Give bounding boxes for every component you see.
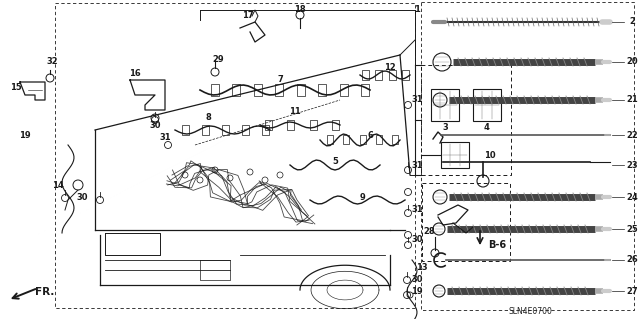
Text: 3: 3 xyxy=(442,122,448,131)
Text: 11: 11 xyxy=(289,108,301,116)
Bar xyxy=(262,125,269,135)
Text: 6: 6 xyxy=(367,130,373,139)
Bar xyxy=(473,89,501,121)
Text: 18: 18 xyxy=(294,5,306,14)
Text: 9: 9 xyxy=(359,194,365,203)
Bar xyxy=(310,120,317,130)
Bar xyxy=(265,120,272,130)
Bar xyxy=(343,135,349,144)
Text: 19: 19 xyxy=(19,130,31,139)
Text: 17: 17 xyxy=(242,11,254,20)
Text: 31: 31 xyxy=(411,205,423,214)
Bar xyxy=(375,70,382,80)
Text: 31: 31 xyxy=(411,95,423,105)
Circle shape xyxy=(227,175,233,181)
Circle shape xyxy=(262,177,268,183)
Circle shape xyxy=(182,172,188,178)
Text: 2: 2 xyxy=(629,18,635,26)
Text: 20: 20 xyxy=(626,57,638,66)
Text: 31: 31 xyxy=(159,133,171,143)
Text: 13: 13 xyxy=(416,263,428,272)
Text: 10: 10 xyxy=(484,151,496,160)
Bar xyxy=(55,3,415,308)
Text: 21: 21 xyxy=(626,95,638,105)
Text: 5: 5 xyxy=(332,158,338,167)
Text: 16: 16 xyxy=(129,69,141,78)
Bar xyxy=(211,84,219,96)
Text: 7: 7 xyxy=(277,76,283,85)
Bar xyxy=(232,84,241,96)
Bar xyxy=(340,84,348,96)
Bar xyxy=(361,84,369,96)
Text: 26: 26 xyxy=(626,256,638,264)
Bar xyxy=(441,142,469,168)
Text: 29: 29 xyxy=(212,56,224,64)
Text: 22: 22 xyxy=(626,130,638,139)
Text: 24: 24 xyxy=(626,192,638,202)
Bar xyxy=(360,135,365,144)
Bar xyxy=(275,84,284,96)
Circle shape xyxy=(197,177,203,183)
Bar xyxy=(327,135,333,144)
Text: 15: 15 xyxy=(10,84,22,93)
Bar xyxy=(362,70,369,80)
Bar xyxy=(388,70,396,80)
Bar xyxy=(242,125,249,135)
Bar xyxy=(332,120,339,130)
Text: FR.: FR. xyxy=(35,287,54,297)
Bar xyxy=(376,135,381,144)
Text: 30: 30 xyxy=(149,122,161,130)
Text: 4: 4 xyxy=(484,122,490,131)
Text: 30: 30 xyxy=(412,276,423,285)
Bar xyxy=(421,65,511,175)
Text: 12: 12 xyxy=(384,63,396,72)
Circle shape xyxy=(212,167,218,173)
Text: B-6: B-6 xyxy=(488,240,506,250)
Bar xyxy=(402,70,409,80)
Bar xyxy=(431,89,459,121)
Text: 27: 27 xyxy=(626,286,638,295)
Bar xyxy=(202,125,209,135)
Text: SLN4E0700: SLN4E0700 xyxy=(508,308,552,316)
Bar xyxy=(422,183,510,261)
Text: 30: 30 xyxy=(76,194,88,203)
Circle shape xyxy=(277,172,283,178)
Bar xyxy=(182,125,189,135)
Circle shape xyxy=(247,169,253,175)
Bar xyxy=(318,84,326,96)
Text: 25: 25 xyxy=(626,225,638,234)
Text: 30: 30 xyxy=(412,235,423,244)
Text: 14: 14 xyxy=(52,182,64,190)
Text: 19: 19 xyxy=(411,287,423,296)
Text: 31: 31 xyxy=(411,161,423,170)
Text: 1: 1 xyxy=(414,5,420,14)
Bar xyxy=(222,125,229,135)
Text: 23: 23 xyxy=(626,160,638,169)
Bar xyxy=(254,84,262,96)
Text: 28: 28 xyxy=(423,227,435,236)
Bar xyxy=(421,2,634,310)
Bar xyxy=(297,84,305,96)
Text: 8: 8 xyxy=(205,114,211,122)
Bar xyxy=(392,135,398,144)
Text: 32: 32 xyxy=(46,57,58,66)
Bar xyxy=(287,120,294,130)
